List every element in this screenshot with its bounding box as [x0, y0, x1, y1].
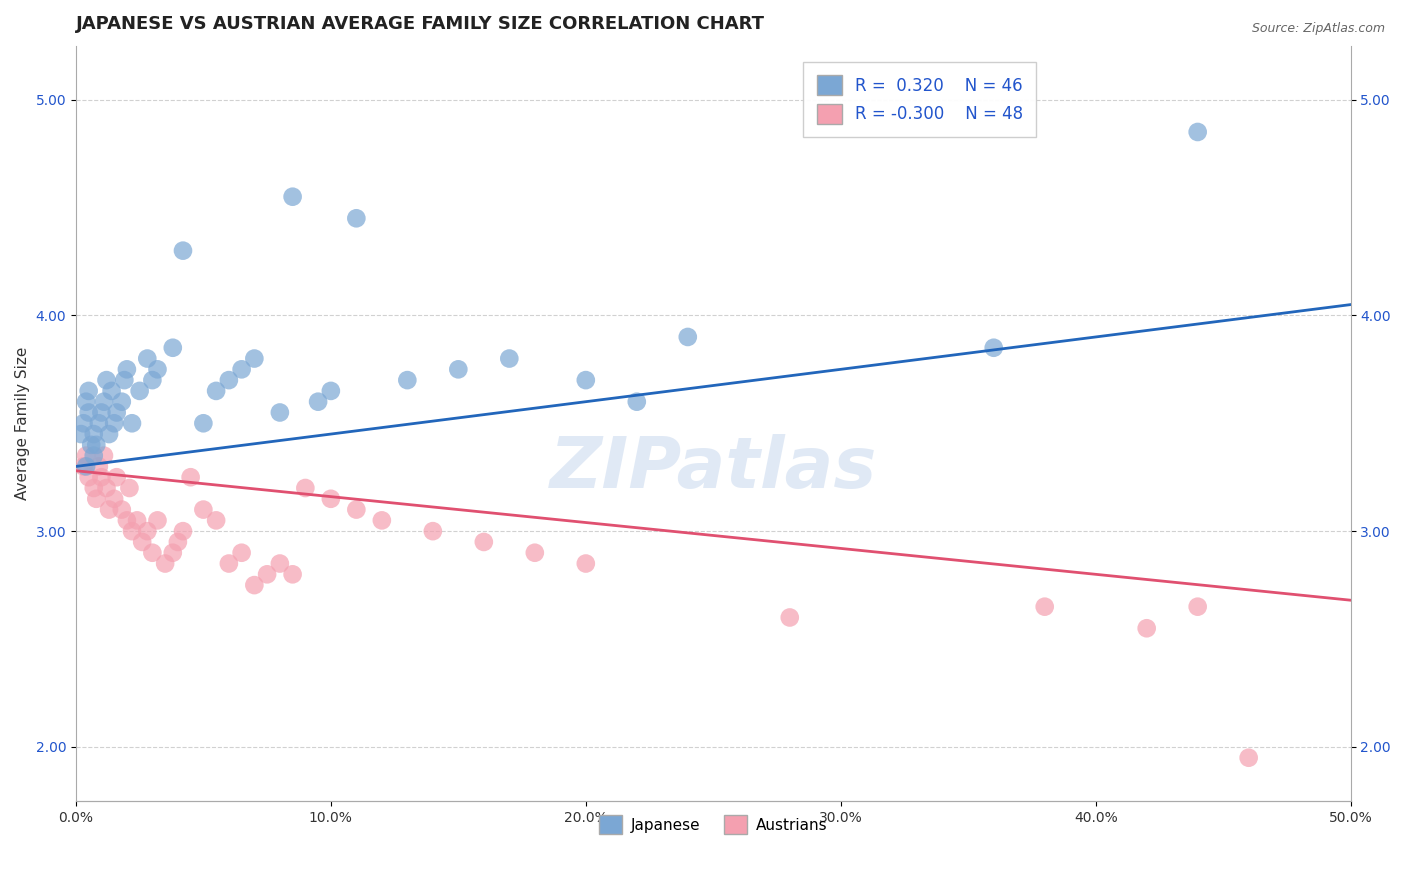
- Point: [121, 524, 143, 538]
- Point: [96, 373, 118, 387]
- Point: [70, 427, 93, 442]
- Point: [218, 557, 240, 571]
- Point: [83, 449, 105, 463]
- Point: [77, 470, 100, 484]
- Point: [396, 373, 419, 387]
- Point: [96, 481, 118, 495]
- Point: [371, 513, 394, 527]
- Legend: Japanese, Austrians: Japanese, Austrians: [586, 803, 839, 847]
- Point: [153, 557, 176, 571]
- Point: [80, 438, 103, 452]
- Point: [983, 341, 1005, 355]
- Point: [307, 394, 329, 409]
- Point: [115, 362, 138, 376]
- Point: [243, 351, 266, 366]
- Point: [103, 491, 125, 506]
- Point: [131, 535, 153, 549]
- Text: JAPANESE VS AUSTRIAN AVERAGE FAMILY SIZE CORRELATION CHART: JAPANESE VS AUSTRIAN AVERAGE FAMILY SIZE…: [76, 15, 765, 33]
- Point: [105, 470, 128, 484]
- Point: [498, 351, 520, 366]
- Point: [93, 394, 115, 409]
- Point: [231, 362, 253, 376]
- Point: [103, 417, 125, 431]
- Point: [243, 578, 266, 592]
- Point: [1237, 750, 1260, 764]
- Point: [205, 513, 228, 527]
- Point: [167, 535, 190, 549]
- Point: [83, 481, 105, 495]
- Point: [422, 524, 444, 538]
- Point: [162, 341, 184, 355]
- Text: Source: ZipAtlas.com: Source: ZipAtlas.com: [1251, 22, 1385, 36]
- Point: [90, 470, 112, 484]
- Point: [523, 546, 546, 560]
- Point: [105, 405, 128, 419]
- Point: [447, 362, 470, 376]
- Point: [87, 459, 110, 474]
- Point: [146, 362, 169, 376]
- Point: [1187, 599, 1209, 614]
- Point: [121, 417, 143, 431]
- Point: [344, 502, 367, 516]
- Point: [115, 513, 138, 527]
- Point: [626, 394, 648, 409]
- Point: [472, 535, 495, 549]
- Point: [80, 28, 103, 42]
- Point: [75, 394, 97, 409]
- Point: [281, 567, 304, 582]
- Point: [231, 546, 253, 560]
- Point: [575, 373, 598, 387]
- Point: [779, 610, 801, 624]
- Point: [77, 384, 100, 398]
- Point: [93, 449, 115, 463]
- Point: [118, 481, 141, 495]
- Point: [146, 513, 169, 527]
- Point: [84, 491, 107, 506]
- Point: [294, 481, 316, 495]
- Point: [75, 459, 97, 474]
- Point: [172, 244, 194, 258]
- Point: [676, 330, 699, 344]
- Point: [575, 557, 598, 571]
- Point: [344, 211, 367, 226]
- Point: [180, 470, 202, 484]
- Point: [193, 417, 215, 431]
- Point: [90, 405, 112, 419]
- Text: ZIPatlas: ZIPatlas: [550, 434, 877, 503]
- Point: [193, 502, 215, 516]
- Point: [72, 459, 94, 474]
- Point: [98, 427, 121, 442]
- Point: [281, 190, 304, 204]
- Point: [83, 427, 105, 442]
- Point: [136, 351, 159, 366]
- Point: [1136, 621, 1159, 635]
- Point: [100, 384, 122, 398]
- Point: [1033, 599, 1056, 614]
- Point: [141, 546, 163, 560]
- Point: [128, 384, 150, 398]
- Point: [319, 384, 342, 398]
- Point: [111, 394, 134, 409]
- Point: [269, 405, 291, 419]
- Point: [1187, 125, 1209, 139]
- Point: [205, 384, 228, 398]
- Point: [269, 557, 291, 571]
- Point: [72, 417, 94, 431]
- Point: [218, 373, 240, 387]
- Point: [98, 502, 121, 516]
- Point: [127, 513, 149, 527]
- Point: [112, 373, 135, 387]
- Point: [319, 491, 342, 506]
- Point: [256, 567, 278, 582]
- Y-axis label: Average Family Size: Average Family Size: [15, 347, 30, 500]
- Point: [77, 405, 100, 419]
- Point: [75, 449, 97, 463]
- Point: [162, 546, 184, 560]
- Point: [87, 417, 110, 431]
- Point: [141, 373, 163, 387]
- Point: [172, 524, 194, 538]
- Point: [111, 502, 134, 516]
- Point: [136, 524, 159, 538]
- Point: [84, 438, 107, 452]
